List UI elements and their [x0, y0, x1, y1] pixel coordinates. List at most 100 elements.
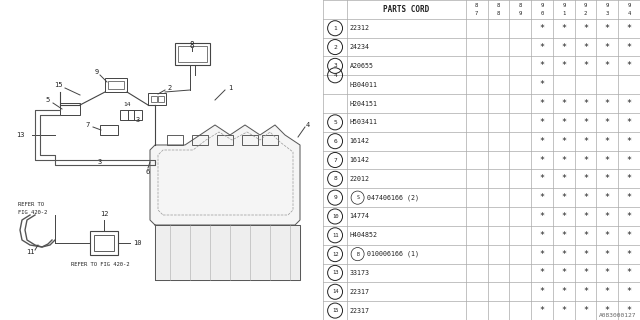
Bar [108, 81, 124, 89]
Text: 10: 10 [332, 214, 339, 219]
Text: 1: 1 [562, 11, 565, 16]
Text: *: * [605, 156, 610, 164]
Text: 9: 9 [562, 3, 565, 8]
Text: 6: 6 [146, 169, 150, 175]
Bar [105, 78, 127, 92]
Text: *: * [561, 193, 566, 202]
Text: 3: 3 [333, 63, 337, 68]
Text: *: * [583, 61, 588, 70]
Text: *: * [605, 137, 610, 146]
Text: *: * [583, 212, 588, 221]
Text: 2: 2 [168, 85, 172, 91]
Text: 15: 15 [332, 308, 339, 313]
Text: FIG 420-2: FIG 420-2 [18, 210, 47, 214]
Text: 2: 2 [333, 44, 337, 50]
Text: *: * [540, 80, 545, 89]
Text: *: * [540, 156, 545, 164]
Text: *: * [627, 268, 632, 277]
Text: *: * [583, 137, 588, 146]
Text: *: * [605, 193, 610, 202]
Text: 14774: 14774 [349, 213, 369, 220]
Text: *: * [583, 250, 588, 259]
Text: 8: 8 [475, 3, 478, 8]
Bar [148, 93, 166, 105]
Text: 8: 8 [333, 176, 337, 181]
Polygon shape [150, 125, 300, 225]
Text: *: * [583, 156, 588, 164]
Text: 8: 8 [497, 3, 500, 8]
Text: *: * [583, 24, 588, 33]
Text: 12: 12 [332, 252, 339, 257]
Bar [242, 135, 258, 145]
Text: *: * [540, 137, 545, 146]
Text: *: * [540, 231, 545, 240]
Text: 3: 3 [605, 11, 609, 16]
Text: *: * [583, 287, 588, 296]
Text: H204151: H204151 [349, 100, 378, 107]
Text: *: * [583, 231, 588, 240]
Text: *: * [540, 287, 545, 296]
Text: 16142: 16142 [349, 138, 369, 144]
Text: 15: 15 [54, 82, 62, 88]
Text: REFER TO FIG 420-2: REFER TO FIG 420-2 [71, 262, 129, 268]
Text: B: B [356, 252, 359, 257]
Text: 16142: 16142 [349, 157, 369, 163]
Text: *: * [540, 250, 545, 259]
Text: *: * [627, 137, 632, 146]
Bar [178, 46, 207, 62]
Text: *: * [561, 268, 566, 277]
Text: *: * [605, 24, 610, 33]
Text: *: * [561, 24, 566, 33]
Text: *: * [605, 61, 610, 70]
Text: *: * [627, 250, 632, 259]
Text: *: * [540, 43, 545, 52]
Text: 9: 9 [333, 195, 337, 200]
Text: *: * [605, 118, 610, 127]
Bar [60, 103, 80, 115]
Text: REFER TO: REFER TO [18, 203, 44, 207]
Text: 1: 1 [333, 26, 337, 31]
Text: *: * [605, 306, 610, 315]
Bar [120, 110, 134, 120]
Text: 11: 11 [26, 249, 35, 255]
Text: *: * [605, 43, 610, 52]
Text: 8: 8 [518, 3, 522, 8]
Text: 10: 10 [132, 240, 141, 246]
Text: S: S [356, 195, 359, 200]
Text: *: * [561, 43, 566, 52]
Text: H304011: H304011 [349, 82, 378, 88]
Text: *: * [583, 174, 588, 183]
Text: PARTS CORD: PARTS CORD [383, 5, 429, 14]
Bar [94, 235, 114, 251]
Polygon shape [155, 225, 300, 280]
Text: *: * [627, 99, 632, 108]
Text: *: * [627, 306, 632, 315]
Text: *: * [540, 99, 545, 108]
Text: H404852: H404852 [349, 232, 378, 238]
Text: *: * [627, 193, 632, 202]
Text: 3: 3 [98, 159, 102, 165]
Text: *: * [605, 231, 610, 240]
Text: *: * [561, 99, 566, 108]
Text: 1: 1 [228, 85, 232, 91]
Text: 047406166 (2): 047406166 (2) [367, 194, 419, 201]
Text: A083000127: A083000127 [599, 313, 637, 318]
Text: 8: 8 [497, 11, 500, 16]
Text: *: * [583, 99, 588, 108]
Text: *: * [605, 287, 610, 296]
Text: *: * [605, 174, 610, 183]
Text: 9: 9 [584, 3, 587, 8]
Bar [175, 43, 210, 65]
Text: 14: 14 [332, 289, 339, 294]
Text: 33173: 33173 [349, 270, 369, 276]
Text: *: * [561, 118, 566, 127]
Bar [128, 110, 142, 120]
Bar [217, 135, 233, 145]
Text: *: * [561, 306, 566, 315]
Text: 12: 12 [100, 211, 108, 217]
Text: *: * [605, 99, 610, 108]
Text: *: * [561, 156, 566, 164]
Text: 22317: 22317 [349, 289, 369, 295]
Text: 7: 7 [333, 157, 337, 163]
Bar [158, 96, 164, 102]
